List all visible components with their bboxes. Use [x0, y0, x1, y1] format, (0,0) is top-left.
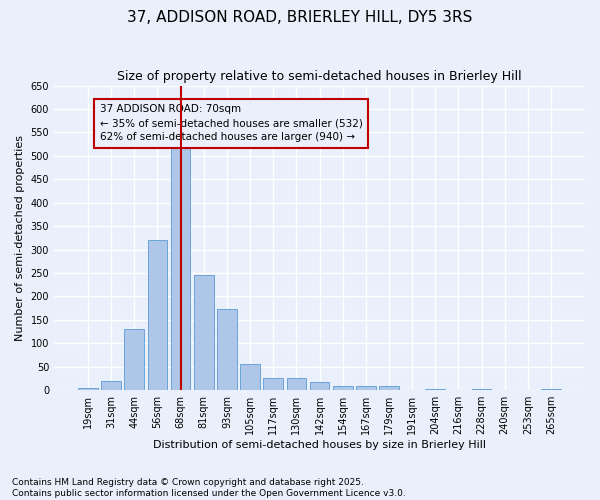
X-axis label: Distribution of semi-detached houses by size in Brierley Hill: Distribution of semi-detached houses by …	[153, 440, 486, 450]
Text: 37 ADDISON ROAD: 70sqm
← 35% of semi-detached houses are smaller (532)
62% of se: 37 ADDISON ROAD: 70sqm ← 35% of semi-det…	[100, 104, 362, 142]
Bar	[217, 309, 237, 390]
Bar	[78, 388, 98, 390]
Bar	[171, 140, 190, 390]
Bar	[240, 364, 260, 390]
Bar	[124, 330, 144, 390]
Bar	[333, 386, 353, 390]
Text: 37, ADDISON ROAD, BRIERLEY HILL, DY5 3RS: 37, ADDISON ROAD, BRIERLEY HILL, DY5 3RS	[127, 10, 473, 25]
Bar	[287, 378, 306, 390]
Bar	[101, 381, 121, 390]
Bar	[194, 276, 214, 390]
Bar	[379, 386, 399, 390]
Bar	[356, 386, 376, 390]
Bar	[263, 378, 283, 390]
Bar	[425, 389, 445, 390]
Bar	[148, 240, 167, 390]
Y-axis label: Number of semi-detached properties: Number of semi-detached properties	[15, 135, 25, 341]
Bar	[310, 382, 329, 390]
Title: Size of property relative to semi-detached houses in Brierley Hill: Size of property relative to semi-detach…	[117, 70, 522, 83]
Text: Contains HM Land Registry data © Crown copyright and database right 2025.
Contai: Contains HM Land Registry data © Crown c…	[12, 478, 406, 498]
